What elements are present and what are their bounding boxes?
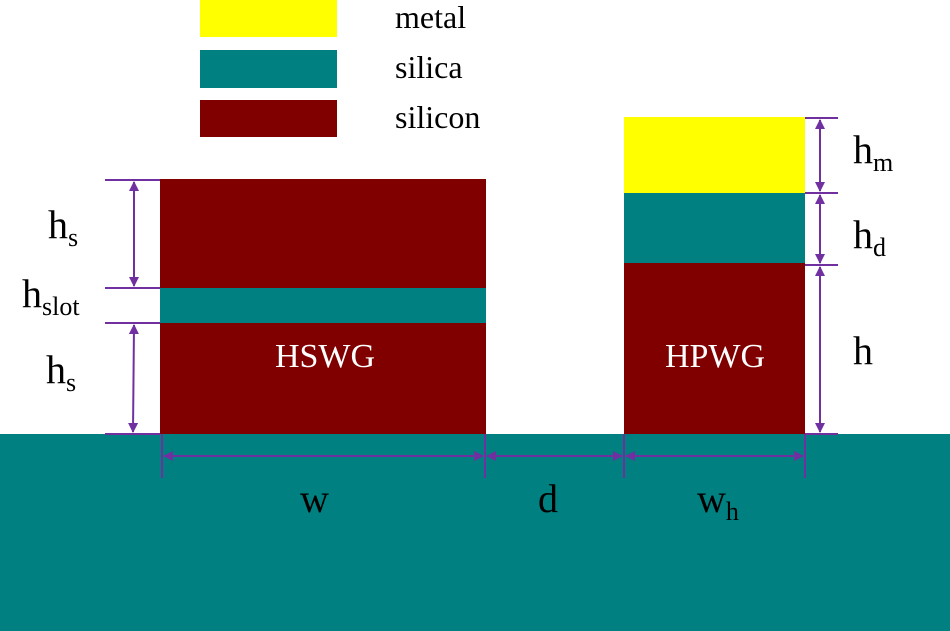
hswg-waveguide: HSWG <box>160 179 486 434</box>
legend-swatch-metal <box>200 0 337 37</box>
hswg-top-silicon <box>160 179 486 288</box>
hswg-height-dimensions <box>105 179 160 435</box>
hpwg-silica <box>624 193 805 263</box>
legend-swatch-silicon <box>200 100 337 137</box>
hpwg-label: HPWG <box>665 338 765 375</box>
hs-top-label: hs <box>48 202 78 252</box>
width-dimensions <box>161 434 806 478</box>
hd-label: hd <box>853 212 886 262</box>
hm-label: hm <box>853 127 893 177</box>
legend-label-silicon: silicon <box>395 99 480 135</box>
hswg-label: HSWG <box>275 338 375 375</box>
silica-substrate <box>0 434 950 631</box>
hpwg-waveguide: HPWG <box>624 117 805 434</box>
legend-label-silica: silica <box>395 49 463 85</box>
wh-label: wh <box>697 476 739 526</box>
legend-swatch-silica <box>200 50 337 88</box>
d-label: d <box>538 476 558 521</box>
w-label: w <box>300 476 329 521</box>
hpwg-metal <box>624 117 805 193</box>
hpwg-silicon <box>624 263 805 434</box>
h-label: h <box>853 328 873 373</box>
hslot-label: hslot <box>22 271 80 321</box>
hpwg-height-dimensions <box>805 117 838 435</box>
legend: metal silica silicon <box>200 0 480 137</box>
legend-label-metal: metal <box>395 0 466 35</box>
hswg-slot-silica <box>160 288 486 323</box>
hs-bottom-label: hs <box>46 347 76 397</box>
hswg-bottom-silicon <box>160 323 486 434</box>
